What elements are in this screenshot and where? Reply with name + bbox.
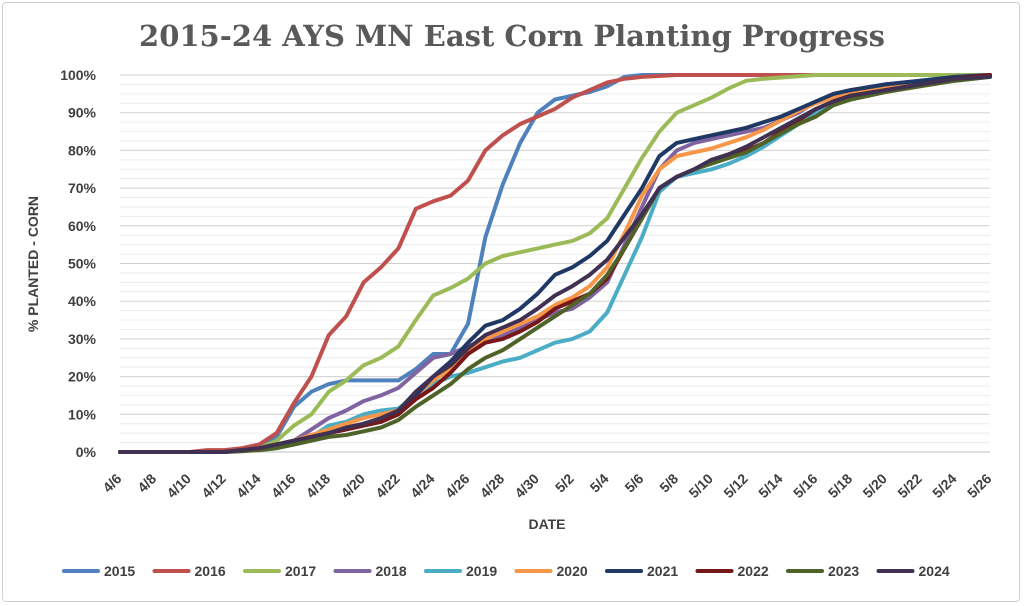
x-tick-label: 4/8 bbox=[134, 470, 159, 495]
x-tick-label: 5/22 bbox=[894, 470, 925, 501]
y-tick-label: 90% bbox=[68, 105, 97, 121]
y-axis-label: % PLANTED - CORN bbox=[25, 196, 41, 332]
chart-title: 2015-24 AYS MN East Corn Planting Progre… bbox=[139, 19, 885, 53]
x-tick-label: 4/16 bbox=[268, 470, 299, 501]
x-tick-label: 4/12 bbox=[198, 470, 229, 501]
x-tick-label: 4/26 bbox=[442, 470, 473, 501]
legend-label: 2015 bbox=[104, 563, 135, 579]
legend-item-2022: 2022 bbox=[695, 563, 769, 579]
y-tick-label: 60% bbox=[68, 218, 97, 234]
y-tick-label: 20% bbox=[68, 369, 97, 385]
legend-item-2016: 2016 bbox=[152, 563, 226, 579]
y-tick-label: 80% bbox=[68, 142, 97, 158]
y-tick-labels: 0% 10% 20% 30% 40% 50% 60% 70% 80% 90% 100% bbox=[60, 67, 96, 460]
legend-item-2018: 2018 bbox=[333, 563, 407, 579]
x-tick-label: 5/18 bbox=[825, 470, 856, 501]
x-tick-label: 5/26 bbox=[964, 470, 995, 501]
x-axis-label: DATE bbox=[528, 516, 565, 532]
x-tick-label: 4/28 bbox=[477, 470, 508, 501]
series-lines bbox=[118, 73, 992, 454]
legend-item-2015: 2015 bbox=[62, 563, 135, 579]
x-tick-label: 5/8 bbox=[656, 470, 681, 495]
series-line-2023 bbox=[118, 74, 992, 454]
x-tick-label: 4/24 bbox=[407, 470, 438, 501]
legend-item-2021: 2021 bbox=[605, 563, 678, 579]
x-tick-label: 4/18 bbox=[303, 470, 334, 501]
x-tick-label: 5/24 bbox=[929, 470, 960, 501]
x-tick-label: 5/16 bbox=[790, 470, 821, 501]
legend-item-2023: 2023 bbox=[786, 563, 859, 579]
legend: 2015 2016 2017 2018 2019 2020 2021 2022 2023 2024 bbox=[62, 563, 950, 579]
legend-item-2017: 2017 bbox=[243, 563, 316, 579]
y-tick-label: 30% bbox=[68, 331, 97, 347]
x-tick-label: 4/20 bbox=[337, 470, 368, 501]
legend-label: 2019 bbox=[466, 563, 497, 579]
x-tick-label: 4/14 bbox=[233, 470, 264, 501]
x-tick-label: 5/14 bbox=[755, 470, 786, 501]
gridlines bbox=[120, 74, 990, 453]
x-tick-label: 5/4 bbox=[587, 470, 612, 495]
series-line-2017 bbox=[118, 73, 992, 454]
legend-label: 2017 bbox=[285, 563, 316, 579]
y-tick-label: 100% bbox=[60, 67, 96, 83]
y-tick-label: 40% bbox=[68, 293, 97, 309]
legend-label: 2016 bbox=[195, 563, 226, 579]
legend-label: 2021 bbox=[647, 563, 678, 579]
x-tick-label: 4/10 bbox=[163, 470, 194, 501]
x-tick-label: 5/6 bbox=[621, 470, 646, 495]
y-tick-label: 10% bbox=[68, 406, 97, 422]
legend-item-2024: 2024 bbox=[876, 563, 950, 579]
x-tick-labels: 4/6 4/8 4/10 4/12 4/14 4/16 4/18 4/20 4/22 4/24 4/… bbox=[99, 470, 994, 501]
legend-label: 2020 bbox=[557, 563, 588, 579]
legend-item-2020: 2020 bbox=[514, 563, 588, 579]
legend-item-2019: 2019 bbox=[424, 563, 497, 579]
series-line-2024 bbox=[118, 74, 992, 454]
y-tick-label: 0% bbox=[76, 444, 97, 460]
legend-label: 2022 bbox=[738, 563, 769, 579]
y-tick-label: 70% bbox=[68, 180, 97, 196]
series-line-2016 bbox=[118, 73, 992, 454]
x-tick-label: 5/20 bbox=[859, 470, 890, 501]
x-tick-label: 4/30 bbox=[511, 470, 542, 501]
x-tick-label: 5/10 bbox=[685, 470, 716, 501]
x-tick-label: 4/6 bbox=[99, 470, 124, 495]
x-tick-label: 4/22 bbox=[372, 470, 403, 501]
legend-label: 2023 bbox=[828, 563, 859, 579]
legend-label: 2024 bbox=[919, 563, 950, 579]
x-tick-label: 5/12 bbox=[720, 470, 751, 501]
y-tick-label: 50% bbox=[68, 256, 97, 272]
legend-label: 2018 bbox=[376, 563, 407, 579]
x-tick-label: 5/2 bbox=[552, 470, 577, 495]
